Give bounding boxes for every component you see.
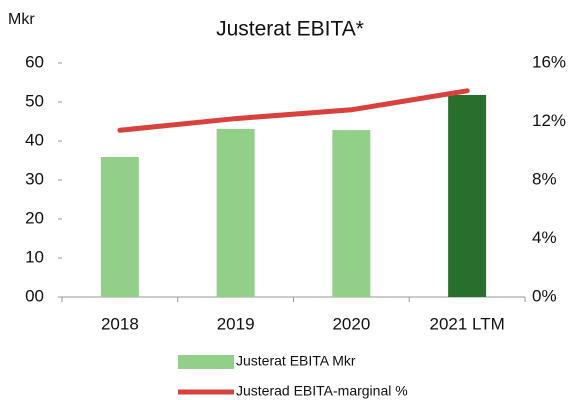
y-tick-label: 40 xyxy=(25,130,44,149)
y2-tick-label: 12% xyxy=(532,111,566,130)
line xyxy=(117,88,470,133)
y2-tick-label: 16% xyxy=(532,52,566,71)
x-tick-label: 2021 LTM xyxy=(429,314,504,333)
legend-swatch xyxy=(178,355,234,369)
x-tick-label: 2019 xyxy=(217,314,255,333)
y-tick-label: 60 xyxy=(25,52,44,71)
chart-title: Justerat EBITA* xyxy=(216,18,364,41)
bar xyxy=(448,94,487,297)
legend-label: Justerad EBITA-marginal % xyxy=(236,383,408,399)
y-axis-label: Mkr xyxy=(8,11,35,28)
y-tick-label: 30 xyxy=(25,169,44,188)
x-tick-label: 2020 xyxy=(332,314,370,333)
y2-tick-label: 0% xyxy=(532,286,557,305)
legend-label: Justerat EBITA Mkr xyxy=(236,353,356,369)
y-tick-label: 50 xyxy=(25,91,44,110)
bar xyxy=(332,130,371,297)
bar xyxy=(216,128,255,297)
y2-tick-label: 4% xyxy=(532,228,557,247)
y-tick-label: 10 xyxy=(25,247,44,266)
bar xyxy=(100,156,139,297)
x-tick-label: 2018 xyxy=(101,314,139,333)
y2-tick-label: 8% xyxy=(532,169,557,188)
y-tick-label: 00 xyxy=(25,286,44,305)
y-tick-label: 20 xyxy=(25,208,44,227)
